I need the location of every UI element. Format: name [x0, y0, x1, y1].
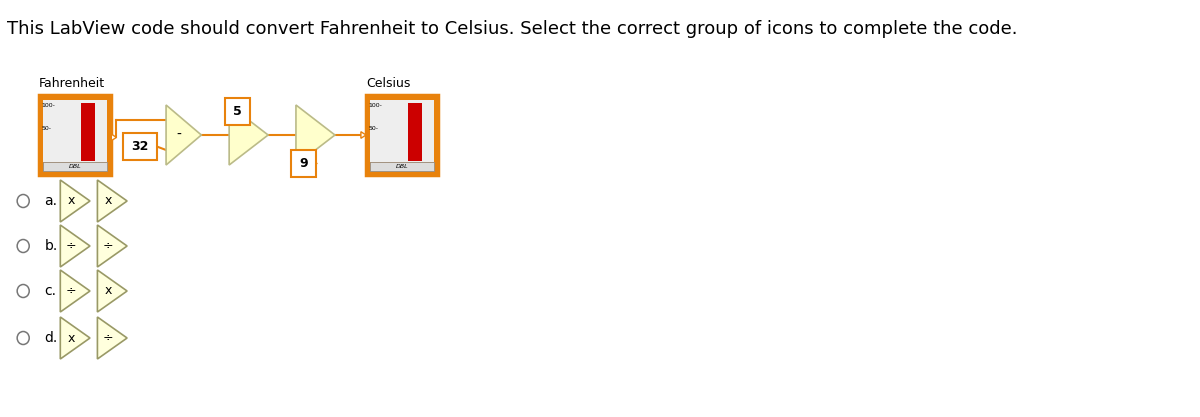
Text: 50-: 50-	[42, 126, 52, 131]
FancyBboxPatch shape	[366, 95, 438, 175]
Polygon shape	[97, 270, 127, 312]
Text: This LabView code should convert Fahrenheit to Celsius. Select the correct group: This LabView code should convert Fahrenh…	[7, 20, 1018, 38]
FancyBboxPatch shape	[224, 98, 250, 125]
Text: -: -	[176, 128, 181, 142]
Bar	[80, 103, 96, 161]
Text: 100-: 100-	[42, 103, 55, 108]
Polygon shape	[97, 317, 127, 359]
Polygon shape	[60, 317, 90, 359]
Polygon shape	[60, 225, 90, 267]
Polygon shape	[361, 132, 366, 138]
Text: DBL: DBL	[68, 163, 82, 168]
Text: 9: 9	[300, 157, 308, 170]
Text: c.: c.	[44, 284, 56, 298]
Text: Fahrenheit: Fahrenheit	[38, 77, 106, 90]
FancyBboxPatch shape	[370, 161, 434, 171]
FancyBboxPatch shape	[38, 95, 112, 175]
FancyBboxPatch shape	[292, 150, 317, 177]
Text: Celsius: Celsius	[366, 77, 410, 90]
Polygon shape	[296, 105, 335, 165]
Text: ÷: ÷	[66, 239, 77, 253]
Text: DBL: DBL	[396, 163, 408, 168]
Polygon shape	[229, 105, 268, 165]
FancyBboxPatch shape	[43, 100, 107, 161]
Bar	[408, 103, 422, 161]
FancyBboxPatch shape	[370, 100, 434, 161]
Polygon shape	[60, 270, 90, 312]
Polygon shape	[60, 180, 90, 222]
Text: a.: a.	[44, 194, 58, 208]
Text: x: x	[104, 284, 112, 297]
Text: x: x	[67, 194, 74, 208]
Polygon shape	[97, 180, 127, 222]
Text: x: x	[67, 332, 74, 344]
Text: 32: 32	[132, 140, 149, 153]
Text: 50-: 50-	[368, 126, 379, 131]
Text: 100-: 100-	[368, 103, 383, 108]
Text: ÷: ÷	[103, 239, 114, 253]
Polygon shape	[97, 225, 127, 267]
Polygon shape	[112, 134, 116, 141]
FancyBboxPatch shape	[124, 133, 157, 160]
Text: x: x	[104, 194, 112, 208]
Text: 5: 5	[233, 105, 241, 118]
Text: d.: d.	[44, 331, 58, 345]
Text: ÷: ÷	[103, 332, 114, 344]
FancyBboxPatch shape	[43, 161, 107, 171]
Text: ÷: ÷	[66, 284, 77, 297]
Text: b.: b.	[44, 239, 58, 253]
Polygon shape	[166, 105, 202, 165]
